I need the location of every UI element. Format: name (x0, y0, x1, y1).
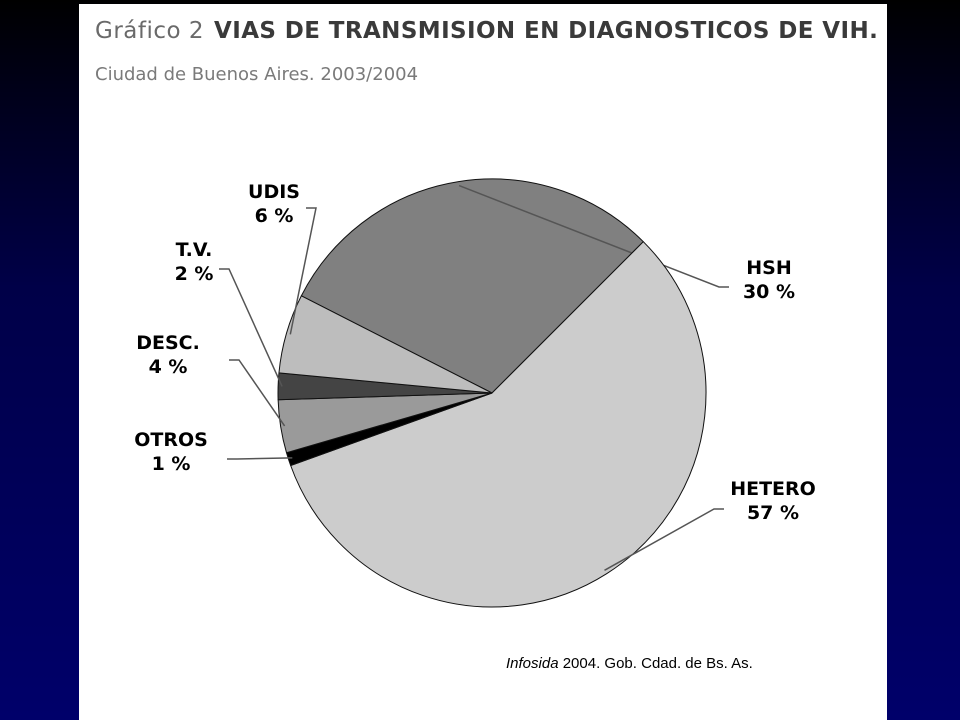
slice-label-desc: DESC. (136, 332, 200, 354)
chart-panel: Gráfico 2 VIAS DE TRANSMISION EN DIAGNOST… (79, 4, 887, 720)
source-note: Infosida 2004. Gob. Cdad. de Bs. As. (506, 655, 753, 672)
leader-line-hsh (458, 184, 729, 288)
pie-slice-hetero (290, 241, 707, 608)
chart-title-prefix: Gráfico 2 (95, 18, 205, 44)
source-italic: Infosida (506, 655, 559, 672)
pie-slice-udis (278, 295, 493, 394)
slice-value-hsh: 30 % (743, 281, 795, 303)
slice-label-hsh: HSH (746, 257, 792, 279)
source-rest: 2004. Gob. Cdad. de Bs. As. (558, 655, 753, 672)
slice-label-otros: OTROS (134, 429, 208, 451)
chart-title: Gráfico 2 VIAS DE TRANSMISION EN DIAGNOST… (95, 18, 878, 44)
slice-value-hetero: 57 % (747, 502, 799, 524)
pie-slice-hsh (300, 178, 644, 394)
slice-value-tv: 2 % (175, 263, 214, 285)
chart-subtitle: Ciudad de Buenos Aires. 2003/2004 (95, 64, 419, 85)
slice-value-otros: 1 % (152, 453, 191, 475)
slice-label-hetero: HETERO (730, 478, 816, 500)
leader-line-otros (227, 457, 293, 460)
slice-value-udis: 6 % (255, 205, 294, 227)
leader-line-hetero (604, 508, 724, 571)
slice-label-tv: T.V. (176, 239, 213, 261)
leader-line-tv (219, 268, 283, 387)
leader-line-desc (229, 359, 286, 427)
slice-value-desc: 4 % (149, 356, 188, 378)
slice-label-udis: UDIS (248, 181, 300, 203)
leader-line-udis (289, 207, 317, 335)
chart-title-main: VIAS DE TRANSMISION EN DIAGNOSTICOS DE V… (214, 18, 879, 44)
